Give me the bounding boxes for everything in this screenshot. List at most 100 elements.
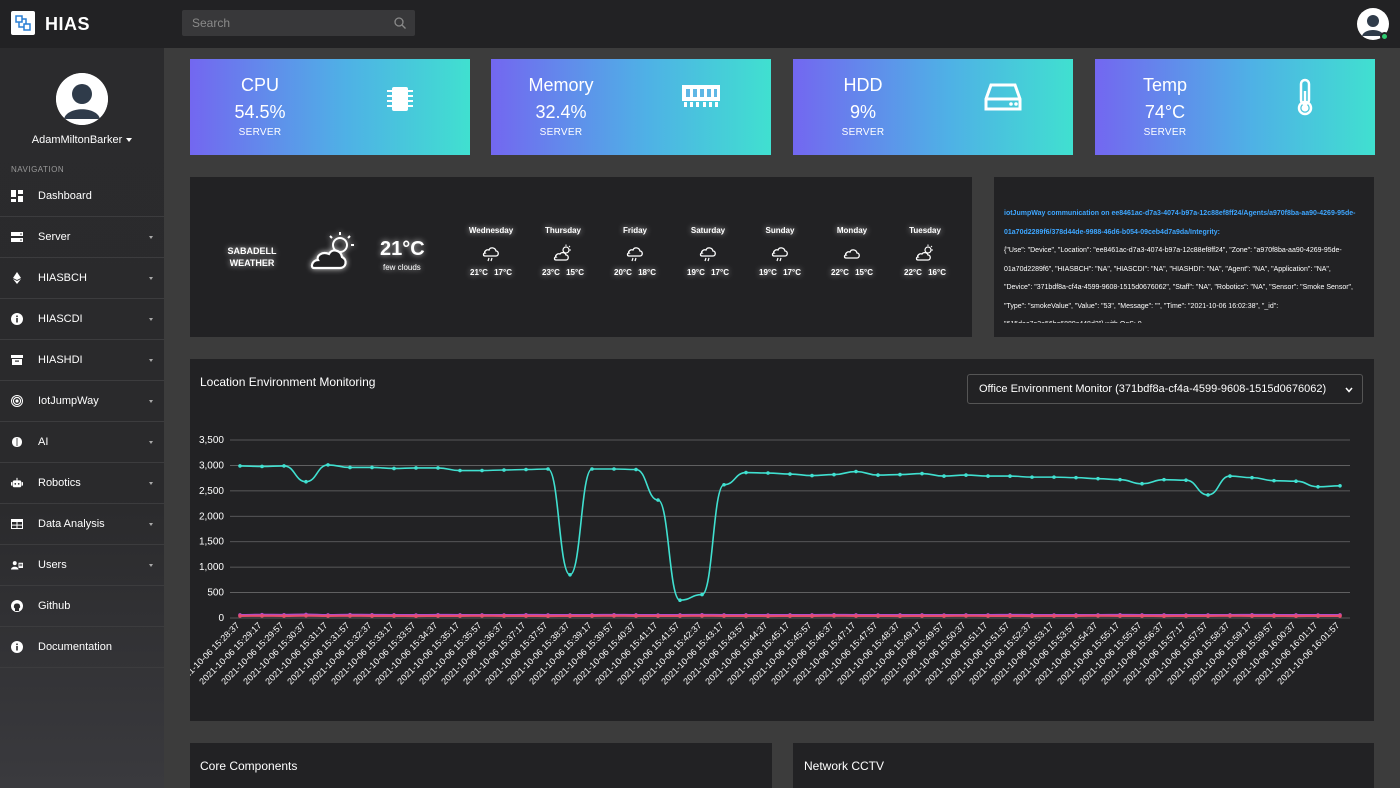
sidebar-item-hiascdi[interactable]: HIASCDI (0, 299, 164, 340)
partly-cloudy-icon (533, 238, 593, 268)
rain-cloud-icon (461, 238, 521, 268)
data-point (414, 466, 418, 470)
forecast-high: 22°C (831, 268, 849, 277)
sidebar-item-ai[interactable]: AI (0, 422, 164, 463)
data-point (304, 479, 308, 484)
data-point (964, 473, 968, 477)
hias-logo-icon[interactable] (11, 11, 35, 35)
data-point (1162, 614, 1166, 618)
data-point (766, 614, 770, 618)
forecast-day-name: Friday (622, 226, 647, 235)
forecast-day-name: Sunday (765, 226, 795, 235)
y-tick-label: 2,500 (199, 486, 224, 497)
data-point (788, 614, 792, 618)
forecast-temps: 22°C 15°C (822, 268, 882, 277)
sidebar-item-iotjumpway[interactable]: IotJumpWay (0, 381, 164, 422)
data-point (348, 465, 352, 470)
brand-name[interactable]: HIAS (45, 14, 91, 34)
data-point (392, 466, 396, 471)
partly-cloudy-icon (895, 238, 955, 268)
sidebar-item-robotics[interactable]: Robotics (0, 463, 164, 504)
data-point (700, 592, 704, 597)
forecast-high: 19°C (759, 268, 777, 277)
user-menu[interactable]: AdamMiltonBarker (0, 134, 164, 146)
forecast-day-name: Monday (836, 226, 868, 235)
data-point (1008, 614, 1012, 618)
data-point (1052, 614, 1056, 618)
data-point (832, 472, 836, 477)
search-icon[interactable] (393, 16, 407, 30)
data-point (436, 614, 440, 618)
series-line (239, 464, 1341, 602)
data-point (986, 474, 990, 478)
data-point (502, 468, 506, 472)
data-point (1118, 477, 1122, 482)
sidebar-item-server[interactable]: Server (0, 217, 164, 258)
online-status-badge (1380, 32, 1389, 41)
y-tick-label: 500 (207, 588, 224, 599)
chevron-down-icon (149, 358, 153, 362)
data-point (282, 614, 286, 618)
chevron-down-icon (149, 235, 153, 239)
avatar[interactable] (56, 73, 108, 125)
stat-subtitle: SERVER (1143, 127, 1187, 138)
data-point (1030, 475, 1034, 479)
stat-title: HDD (843, 75, 883, 95)
data-point (634, 614, 638, 618)
data-point (656, 614, 660, 618)
sidebar-item-github[interactable]: Github (0, 586, 164, 627)
data-point (370, 614, 374, 618)
data-point (898, 614, 902, 618)
network-cctv-title: Network CCTV (804, 759, 885, 773)
rain-cloud-icon (750, 238, 810, 268)
data-point (1338, 483, 1342, 488)
device-select-value: Office Environment Monitor (371bdf8a-cf4… (979, 383, 1327, 395)
data-point (876, 614, 880, 618)
data-point (524, 467, 528, 472)
core-components-card (190, 743, 772, 788)
data-point (1074, 614, 1078, 618)
forecast-day-name: Tuesday (909, 226, 941, 235)
sidebar-item-hiashdi[interactable]: HIASHDI (0, 340, 164, 381)
data-point (854, 614, 858, 618)
data-point (744, 470, 748, 475)
forecast-day: Friday 20°C 18°C (605, 226, 665, 277)
brain-icon (11, 436, 23, 448)
data-point (678, 598, 682, 602)
sidebar-item-users[interactable]: Users (0, 545, 164, 586)
data-point (568, 614, 572, 618)
data-point (546, 614, 550, 618)
data-point (898, 472, 902, 477)
user-avatar-top[interactable] (1357, 8, 1389, 40)
device-select[interactable]: Office Environment Monitor (371bdf8a-cf4… (967, 374, 1363, 404)
data-point (700, 614, 704, 618)
y-tick-label: 0 (218, 613, 224, 624)
environment-line-chart[interactable]: 05001,0001,5002,0002,5003,0003,5002021-1… (190, 420, 1374, 720)
temp-stat-card: Temp 74°C SERVER (1095, 59, 1375, 155)
chevron-down-icon (149, 481, 153, 485)
data-point (942, 614, 946, 618)
data-point (1008, 474, 1012, 478)
archive-icon (11, 354, 23, 366)
sidebar-item-dashboard[interactable]: Dashboard (0, 176, 164, 217)
rain-cloud-icon (605, 238, 665, 268)
y-tick-label: 3,500 (199, 435, 224, 446)
chevron-down-icon (149, 276, 153, 280)
data-point (1030, 614, 1034, 618)
data-point (1096, 476, 1100, 481)
data-point (238, 614, 242, 618)
data-point (238, 464, 242, 468)
sidebar-item-label: Documentation (38, 641, 112, 653)
data-point (634, 467, 638, 472)
sidebar-item-label: IotJumpWay (38, 395, 99, 407)
sidebar-item-documentation[interactable]: Documentation (0, 627, 164, 668)
search-box[interactable] (182, 10, 415, 36)
server-icon (11, 231, 23, 243)
sidebar-item-hiasbch[interactable]: HIASBCH (0, 258, 164, 299)
thermometer-icon (1285, 77, 1325, 117)
data-point (1140, 614, 1144, 618)
data-point (612, 467, 616, 471)
search-input[interactable] (182, 10, 382, 36)
sidebar-item-data-analysis[interactable]: Data Analysis (0, 504, 164, 545)
data-point (964, 614, 968, 618)
